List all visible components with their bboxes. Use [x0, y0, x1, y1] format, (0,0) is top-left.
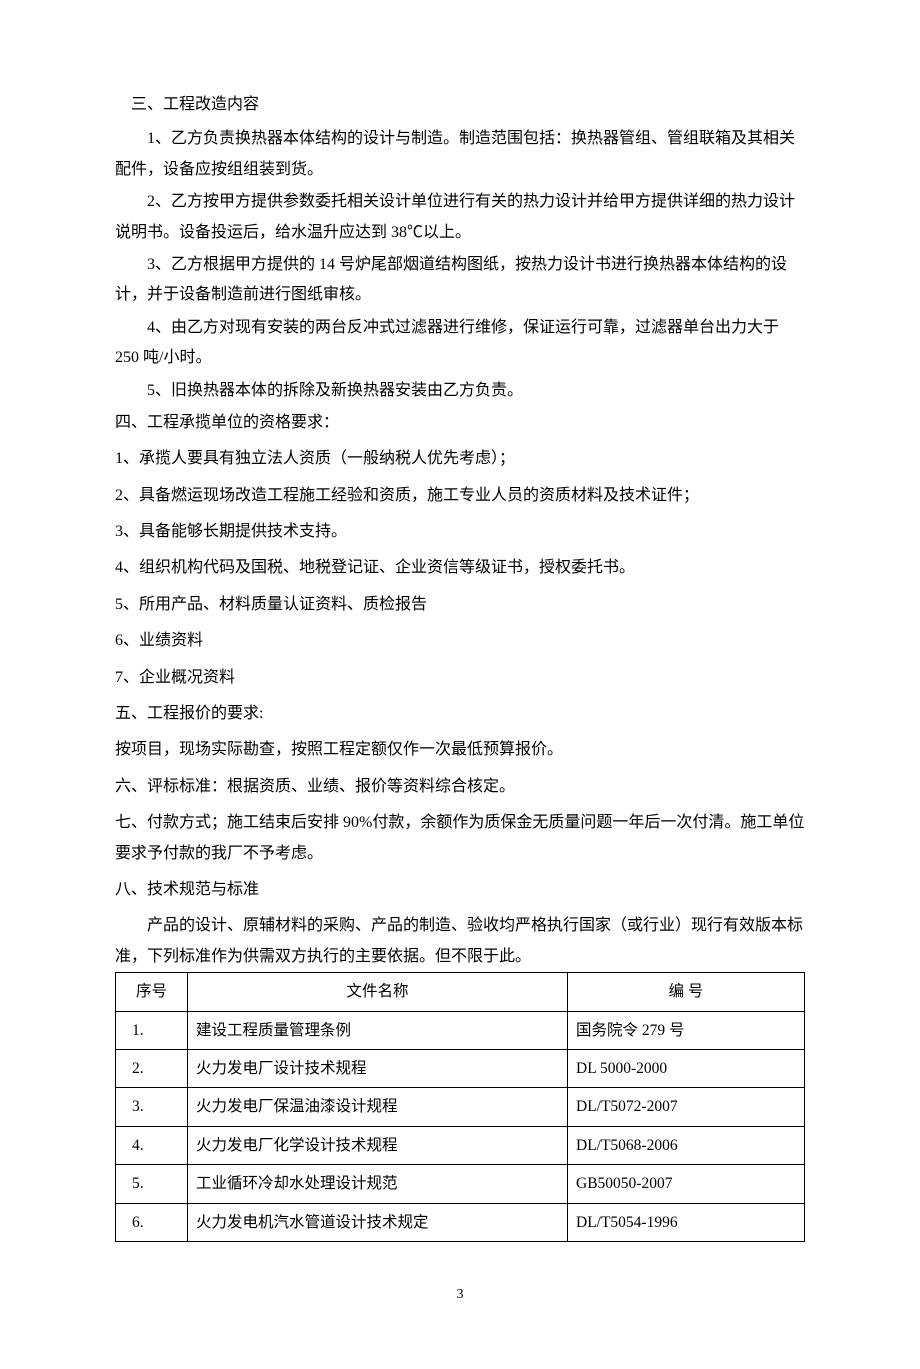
- cell-code: GB50050-2007: [568, 1165, 805, 1203]
- section-3-item-1: 1、乙方负责换热器本体结构的设计与制造。制造范围包括：换热器管组、管组联箱及其相…: [115, 124, 805, 185]
- cell-seq: 4.: [116, 1126, 188, 1164]
- section-8-heading: 八、技术规范与标准: [115, 875, 805, 905]
- section-6-text: 六、评标标准：根据资质、业绩、报价等资料综合核定。: [115, 772, 805, 802]
- table-row: 1. 建设工程质量管理条例 国务院令 279 号: [116, 1011, 805, 1049]
- cell-code: DL/T5054-1996: [568, 1203, 805, 1241]
- cell-code: DL 5000-2000: [568, 1050, 805, 1088]
- page-number: 3: [115, 1282, 805, 1309]
- section-3-item-5: 5、旧换热器本体的拆除及新换热器安装由乙方负责。: [115, 376, 805, 406]
- cell-seq: 6.: [116, 1203, 188, 1241]
- standards-table: 序号 文件名称 编 号 1. 建设工程质量管理条例 国务院令 279 号 2. …: [115, 972, 805, 1242]
- section-4-item-2: 2、具备燃运现场改造工程施工经验和资质，施工专业人员的资质材料及技术证件；: [115, 481, 805, 511]
- header-name: 文件名称: [188, 973, 568, 1011]
- section-8-intro: 产品的设计、原辅材料的采购、产品的制造、验收均严格执行国家（或行业）现行有效版本…: [115, 911, 805, 972]
- section-4-item-4: 4、组织机构代码及国税、地税登记证、企业资信等级证书，授权委托书。: [115, 553, 805, 583]
- section-4-item-7: 7、企业概况资料: [115, 663, 805, 693]
- section-7-text: 七、付款方式；施工结束后安排 90%付款，余额作为质保金无质量问题一年后一次付清…: [115, 808, 805, 869]
- cell-name: 火力发电厂保温油漆设计规程: [188, 1088, 568, 1126]
- table-row: 2. 火力发电厂设计技术规程 DL 5000-2000: [116, 1050, 805, 1088]
- cell-name: 火力发电厂化学设计技术规程: [188, 1126, 568, 1164]
- section-3-item-3: 3、乙方根据甲方提供的 14 号炉尾部烟道结构图纸，按热力设计书进行换热器本体结…: [115, 250, 805, 311]
- section-3-item-4: 4、由乙方对现有安装的两台反冲式过滤器进行维修，保证运行可靠，过滤器单台出力大于…: [115, 313, 805, 374]
- cell-code: DL/T5072-2007: [568, 1088, 805, 1126]
- cell-code: 国务院令 279 号: [568, 1011, 805, 1049]
- section-4-item-6: 6、业绩资料: [115, 626, 805, 656]
- cell-name: 建设工程质量管理条例: [188, 1011, 568, 1049]
- section-3-heading: 三、工程改造内容: [115, 90, 805, 120]
- cell-seq: 3.: [116, 1088, 188, 1126]
- section-5-body: 按项目，现场实际勘查，按照工程定额仅作一次最低预算报价。: [115, 735, 805, 765]
- cell-name: 火力发电厂设计技术规程: [188, 1050, 568, 1088]
- section-3-item-2: 2、乙方按甲方提供参数委托相关设计单位进行有关的热力设计并给甲方提供详细的热力设…: [115, 187, 805, 248]
- table-row: 6. 火力发电机汽水管道设计技术规定 DL/T5054-1996: [116, 1203, 805, 1241]
- table-row: 3. 火力发电厂保温油漆设计规程 DL/T5072-2007: [116, 1088, 805, 1126]
- cell-code: DL/T5068-2006: [568, 1126, 805, 1164]
- section-4-item-3: 3、具备能够长期提供技术支持。: [115, 517, 805, 547]
- cell-name: 火力发电机汽水管道设计技术规定: [188, 1203, 568, 1241]
- table-header-row: 序号 文件名称 编 号: [116, 973, 805, 1011]
- section-4-item-5: 5、所用产品、材料质量认证资料、质检报告: [115, 590, 805, 620]
- header-code: 编 号: [568, 973, 805, 1011]
- section-4-item-1: 1、承揽人要具有独立法人资质（一般纳税人优先考虑）；: [115, 444, 805, 474]
- cell-seq: 1.: [116, 1011, 188, 1049]
- cell-seq: 5.: [116, 1165, 188, 1203]
- table-row: 4. 火力发电厂化学设计技术规程 DL/T5068-2006: [116, 1126, 805, 1164]
- section-5-heading: 五、工程报价的要求:: [115, 699, 805, 729]
- cell-seq: 2.: [116, 1050, 188, 1088]
- table-row: 5. 工业循环冷却水处理设计规范 GB50050-2007: [116, 1165, 805, 1203]
- section-4-heading: 四、工程承揽单位的资格要求：: [115, 408, 805, 438]
- header-seq: 序号: [116, 973, 188, 1011]
- cell-name: 工业循环冷却水处理设计规范: [188, 1165, 568, 1203]
